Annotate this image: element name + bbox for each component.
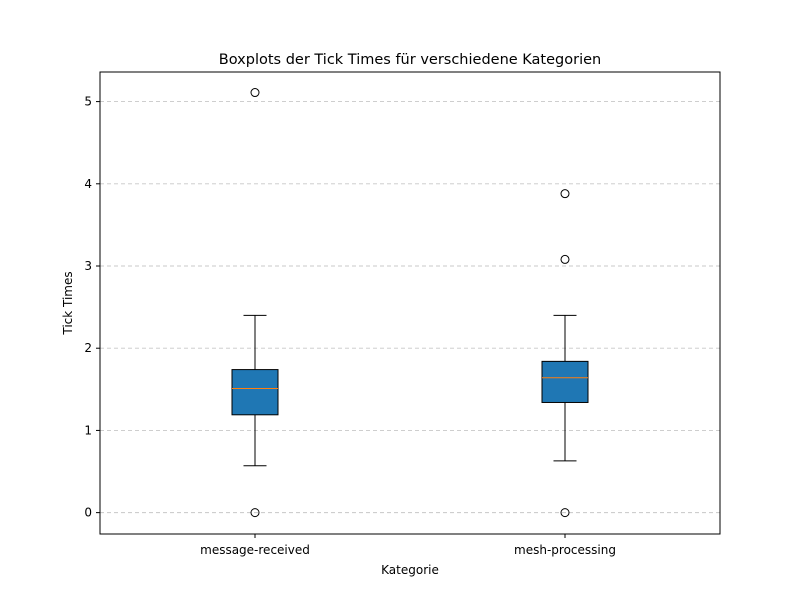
x-tick-label-message-received: message-received [200, 543, 310, 557]
outlier-mesh-processing-0 [560, 189, 570, 199]
outlier-message-received-1 [250, 508, 260, 518]
box-message-received [231, 369, 279, 416]
box-mesh-processing [541, 360, 589, 403]
outlier-mesh-processing-1 [560, 254, 570, 264]
y-tick-label-5: 5 [84, 95, 92, 109]
y-tick-label-2: 2 [84, 341, 92, 355]
grid-lines [100, 101, 720, 514]
y-tick-label-3: 3 [84, 259, 92, 273]
boxes-layer [231, 88, 589, 518]
axes-frame [99, 71, 721, 535]
outlier-mesh-processing-2 [560, 508, 570, 518]
x-axis-label: Kategorie [381, 563, 439, 577]
y-tick-label-0: 0 [84, 506, 92, 520]
y-ticks: 0 1 2 3 4 5 [84, 95, 100, 520]
y-tick-label-4: 4 [84, 177, 92, 191]
x-ticks: message-received mesh-processing [200, 534, 616, 557]
outlier-message-received-0 [250, 88, 260, 98]
x-tick-label-mesh-processing: mesh-processing [514, 543, 616, 557]
y-tick-label-1: 1 [84, 423, 92, 437]
chart-title: Boxplots der Tick Times für verschiedene… [219, 52, 601, 68]
y-axis-label: Tick Times [61, 271, 75, 335]
